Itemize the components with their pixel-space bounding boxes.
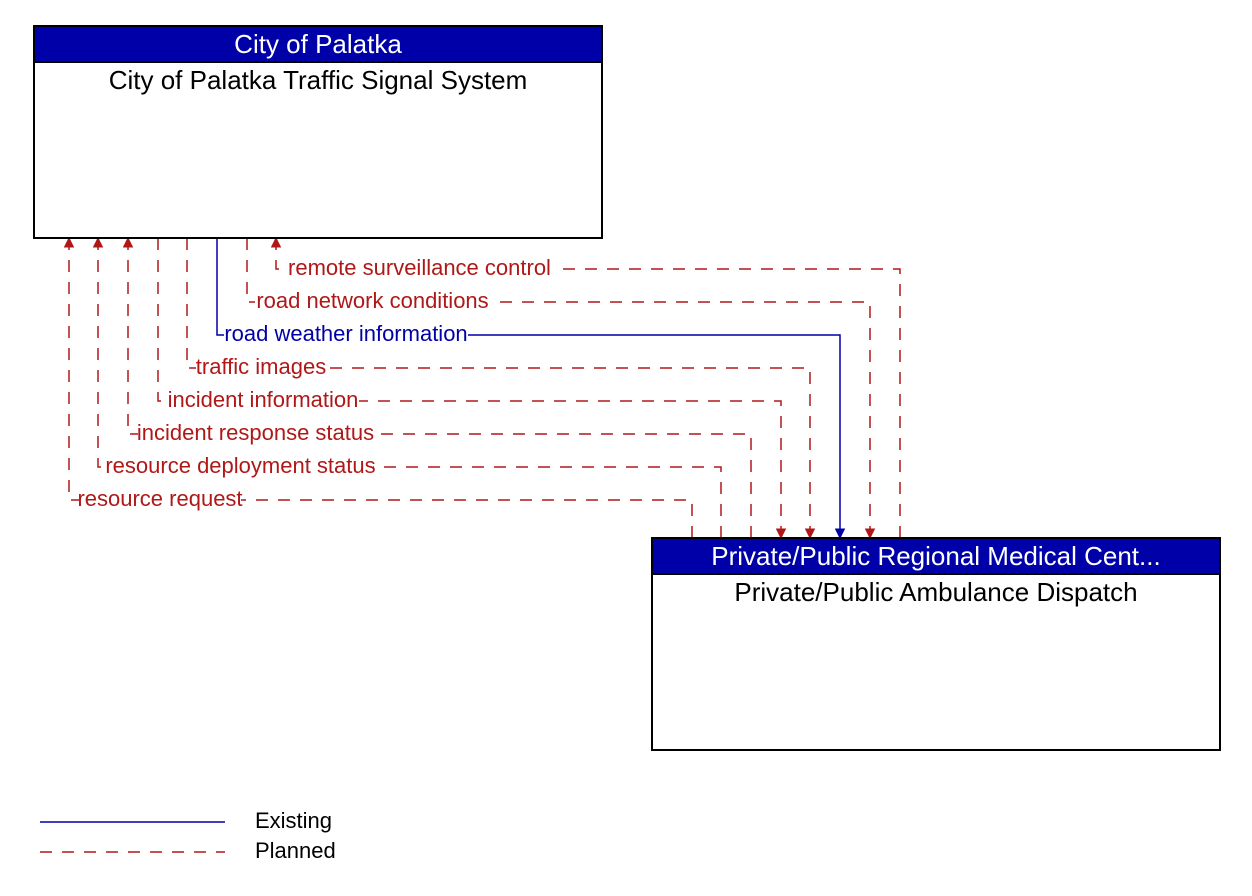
- entity-bottom: Private/Public Regional Medical Cent... P…: [652, 538, 1220, 750]
- flow-label-3: traffic images: [196, 354, 326, 379]
- flow-0: remote surveillance control: [276, 238, 900, 538]
- architecture-diagram: remote surveillance control road network …: [0, 0, 1252, 896]
- entity-header-bottom: Private/Public Regional Medical Cent...: [711, 541, 1160, 571]
- legend-label-existing: Existing: [255, 808, 332, 833]
- entity-header-top: City of Palatka: [234, 29, 402, 59]
- flow-label-6: resource deployment status: [105, 453, 375, 478]
- flow-7: resource request: [69, 238, 692, 538]
- entity-body-bottom: Private/Public Ambulance Dispatch: [734, 577, 1137, 607]
- flow-label-4: incident information: [168, 387, 359, 412]
- flow-label-0: remote surveillance control: [288, 255, 551, 280]
- flow-label-7: resource request: [77, 486, 242, 511]
- entity-top: City of Palatka City of Palatka Traffic S…: [34, 26, 602, 238]
- flow-label-2: road weather information: [224, 321, 467, 346]
- legend-label-planned: Planned: [255, 838, 336, 863]
- flow-label-1: road network conditions: [256, 288, 488, 313]
- flow-4: incident information: [158, 238, 781, 538]
- flow-label-5: incident response status: [137, 420, 374, 445]
- entity-body-top: City of Palatka Traffic Signal System: [109, 65, 528, 95]
